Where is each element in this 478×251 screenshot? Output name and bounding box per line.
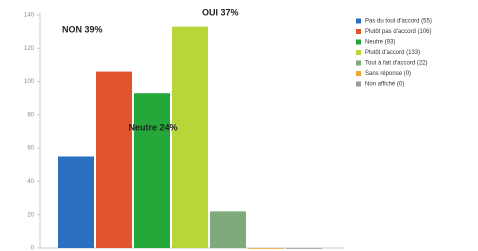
y-tick-label: 140 bbox=[24, 13, 35, 19]
bar bbox=[172, 27, 208, 248]
legend-swatch bbox=[356, 29, 361, 34]
bar bbox=[134, 93, 170, 248]
legend-swatch bbox=[356, 50, 361, 55]
y-tick-label: 80 bbox=[27, 112, 34, 118]
y-tick-label: 60 bbox=[27, 146, 34, 152]
legend-swatch bbox=[356, 40, 361, 45]
legend-label: Plutôt pas d'accord (106) bbox=[365, 29, 432, 35]
chart: 0 20 40 60 80 100 120 140 Pas du tout d'accord (… bbox=[0, 0, 478, 251]
legend-label: Neutre (93) bbox=[365, 40, 395, 46]
annotation: Neutre 24% bbox=[128, 122, 177, 132]
legend-label: Sans réponse (0) bbox=[365, 71, 411, 77]
page: {"chart_data": {"type": "bar", "categori… bbox=[0, 0, 478, 251]
legend-swatch bbox=[356, 19, 361, 24]
bar bbox=[286, 248, 322, 249]
bar bbox=[210, 211, 246, 248]
legend-label: Non affiché (0) bbox=[365, 82, 404, 88]
legend-label: Pas du tout d'accord (55) bbox=[365, 19, 432, 25]
annotation: OUI 37% bbox=[202, 7, 239, 17]
y-tick-label: 40 bbox=[27, 179, 34, 185]
legend-swatch bbox=[356, 82, 361, 87]
bar bbox=[248, 248, 284, 249]
legend-swatch bbox=[356, 71, 361, 76]
legend-swatch bbox=[356, 61, 361, 66]
annotation: NON 39% bbox=[62, 24, 103, 34]
y-tick-label: 0 bbox=[31, 246, 35, 251]
legend-label: Plutôt d'accord (133) bbox=[365, 50, 420, 56]
legend-label: Tout à fait d'accord (22) bbox=[365, 61, 428, 67]
bar bbox=[58, 156, 94, 248]
bar bbox=[96, 72, 132, 248]
y-tick-label: 120 bbox=[24, 46, 35, 52]
y-tick-label: 20 bbox=[27, 212, 34, 218]
y-tick-label: 100 bbox=[24, 79, 35, 85]
